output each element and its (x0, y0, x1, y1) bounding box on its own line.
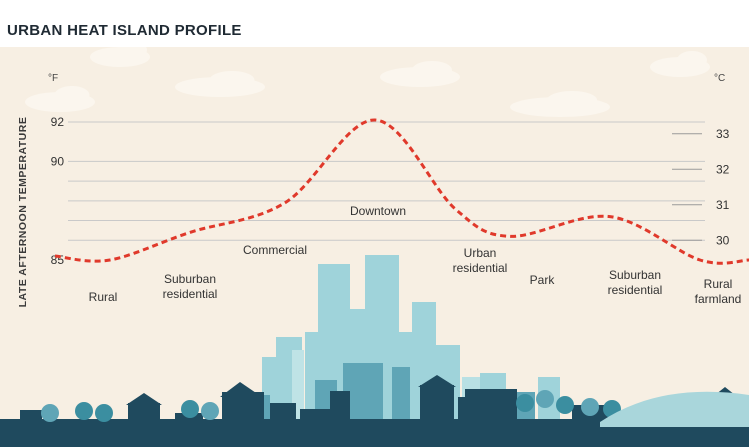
zone-label: Park (530, 273, 556, 287)
tree (201, 402, 219, 420)
y-right-tick-label: 32 (716, 162, 730, 176)
cloud-shape (117, 47, 147, 59)
tree (41, 404, 59, 422)
zone-label: Suburban residential (608, 268, 663, 297)
y-axis-label: LATE AFTERNOON TEMPERATURE (17, 117, 29, 308)
y-left-tick-label: 90 (51, 154, 65, 168)
heat-island-chart: °F °C 92 90 85 33 32 31 30 LATE AFTERNOON TEMPERA… (0, 47, 749, 447)
zone-label: Commercial (243, 243, 307, 257)
cloud-shape (209, 71, 255, 89)
y-left-tick-label: 85 (51, 253, 65, 267)
house (20, 410, 42, 447)
tree (581, 398, 599, 416)
house (128, 403, 160, 447)
roof (126, 393, 162, 405)
y-left-tick-label: 92 (51, 115, 65, 129)
y-right-tick-label: 33 (716, 127, 730, 141)
left-unit-label: °F (48, 73, 58, 84)
city-skyline-illustration (0, 255, 749, 447)
cloud-shape (54, 86, 90, 104)
cloud-shape (412, 61, 452, 79)
roof (418, 375, 456, 387)
building (330, 391, 350, 447)
building (300, 409, 330, 447)
tree (181, 400, 199, 418)
house (175, 413, 203, 447)
tree (75, 402, 93, 420)
tree (516, 394, 534, 412)
y-right-tick-label: 31 (716, 198, 730, 212)
tree (95, 404, 113, 422)
temperature-profile-line (54, 118, 749, 265)
building (270, 403, 296, 447)
zone-label: Urban residential (453, 246, 508, 275)
building (465, 389, 517, 447)
building (222, 392, 264, 447)
cloud-shape (547, 91, 597, 109)
tree (556, 396, 574, 414)
zone-label: Rural farmland (695, 277, 742, 306)
zone-labels: Rural Suburban residential Commercial Downto… (89, 204, 742, 306)
roof (220, 382, 262, 397)
zone-label: Suburban residential (163, 272, 218, 301)
zone-label: Rural (89, 290, 118, 304)
zone-label: Downtown (350, 204, 406, 218)
cloud-shape (677, 51, 707, 69)
y-right-tick-label: 30 (716, 233, 730, 247)
tree (536, 390, 554, 408)
right-unit-label: °C (714, 73, 725, 84)
background-clouds (25, 47, 710, 117)
building (420, 385, 454, 447)
gridlines (68, 121, 705, 241)
chart-area: °F °C 92 90 85 33 32 31 30 LATE AFTERNOON TEMPERA… (0, 47, 749, 447)
chart-title: URBAN HEAT ISLAND PROFILE (7, 22, 242, 39)
axes: °F °C 92 90 85 33 32 31 30 LATE AFTERNOON TEMPERA… (17, 73, 730, 307)
hill (600, 391, 749, 427)
